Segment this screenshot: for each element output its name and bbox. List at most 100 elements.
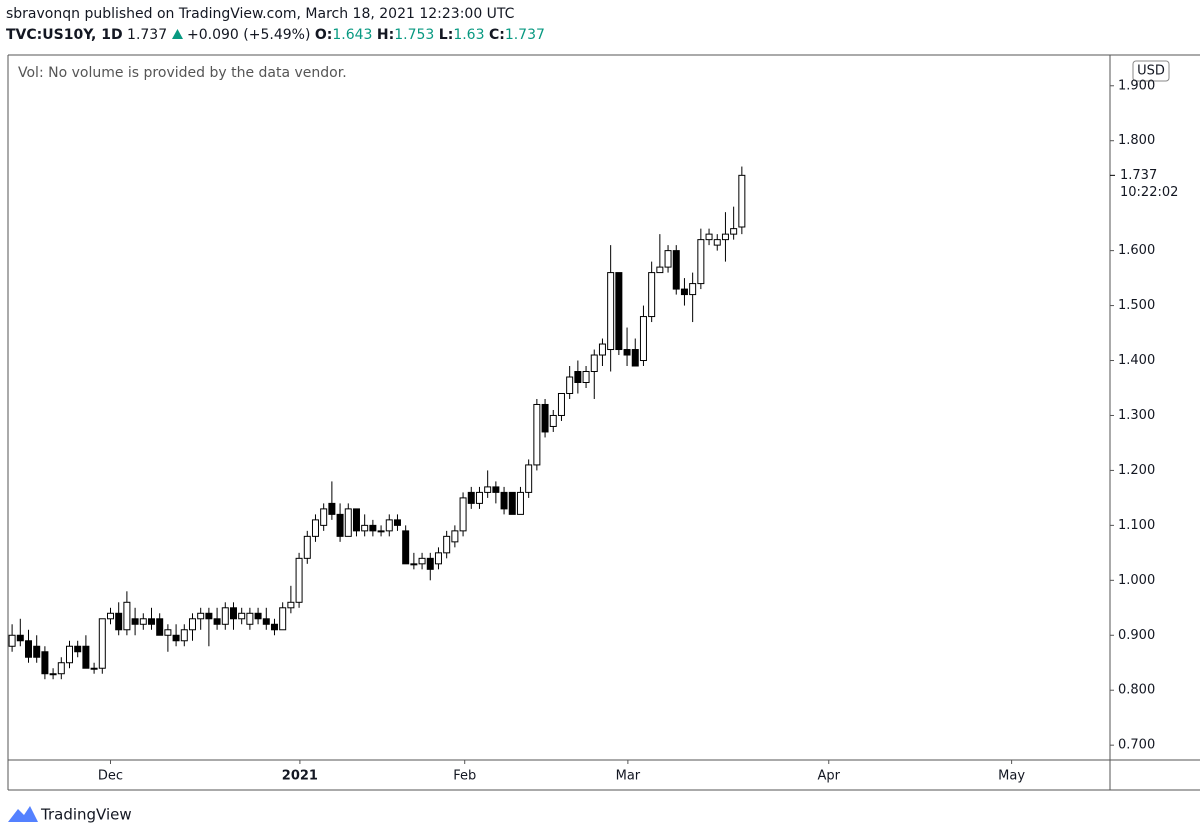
candle-body <box>730 228 738 235</box>
candle-body <box>451 530 459 543</box>
candle-body <box>410 563 418 566</box>
candle-body <box>336 513 344 537</box>
x-tick-label: Dec <box>98 769 123 784</box>
candle-body <box>549 414 557 427</box>
candle-body <box>705 233 713 241</box>
last-price-label: 1.737 <box>1120 168 1157 183</box>
candle-body <box>344 508 352 537</box>
brand: TradingView <box>40 806 132 824</box>
candle-body <box>393 519 401 526</box>
candle-body <box>656 266 664 274</box>
candle-body <box>361 524 369 532</box>
tradingview-logo: TradingView <box>8 806 132 824</box>
candle-body <box>147 618 155 625</box>
candle-body <box>566 376 574 394</box>
candle-body <box>352 508 360 532</box>
high-value: 1.753 <box>394 27 435 43</box>
y-tick-label: 1.600 <box>1118 243 1155 258</box>
currency-box <box>1132 60 1170 82</box>
candle-body <box>139 618 147 625</box>
y-tick-label: 1.200 <box>1118 463 1155 478</box>
x-tick-label: 2021 <box>282 769 318 784</box>
published: sbravonqn published on TradingView.com, … <box>6 6 515 22</box>
x-tick-label: Apr <box>818 769 841 784</box>
candle-body <box>672 250 680 290</box>
candle-body <box>270 623 278 631</box>
candle-body <box>689 283 697 296</box>
l-label: L: <box>438 27 454 43</box>
logo-icon <box>8 806 38 822</box>
candle-body <box>123 601 131 631</box>
candle-body <box>98 618 106 669</box>
candle-body <box>115 612 123 631</box>
candle-body <box>156 618 164 636</box>
candle-body <box>525 464 533 493</box>
candle-body <box>631 349 639 367</box>
x-tick-label: Feb <box>453 769 476 784</box>
y-tick-label: 1.300 <box>1118 408 1155 423</box>
candle-body <box>467 491 475 504</box>
candle-body <box>205 612 213 620</box>
volume-note: Vol: No volume is provided by the data v… <box>18 65 347 81</box>
candle-body <box>65 645 73 664</box>
candle-body <box>311 519 319 537</box>
last-price: 1.737 <box>127 27 168 43</box>
candle-body <box>279 607 287 631</box>
candle-body <box>541 403 549 433</box>
candle-body <box>516 491 524 515</box>
candle-body <box>434 552 442 565</box>
candle-body <box>623 349 631 356</box>
y-tick-label: 0.800 <box>1118 683 1155 698</box>
candle-body <box>680 288 688 296</box>
y-tick-label: 1.100 <box>1118 518 1155 533</box>
y-tick-label: 0.900 <box>1118 628 1155 643</box>
o-label: O: <box>314 27 333 43</box>
candle-body <box>287 601 295 609</box>
candle-body <box>697 239 705 285</box>
candle-body <box>24 640 32 658</box>
candle-body <box>385 519 393 532</box>
open-value: 1.643 <box>332 27 373 43</box>
y-tick-label: 1.400 <box>1118 353 1155 368</box>
candle-body <box>82 645 90 669</box>
close-value: 1.737 <box>504 27 545 43</box>
candle-body <box>533 403 541 466</box>
c-label: C: <box>488 27 505 43</box>
candle-body <box>607 272 615 351</box>
candle-body <box>721 233 729 241</box>
published-line: sbravonqn published on TradingView.com, … <box>6 6 514 22</box>
candle-body <box>590 354 598 373</box>
candle-body <box>328 502 336 515</box>
candle-body <box>180 629 188 642</box>
candle-body <box>508 491 516 515</box>
candle-body <box>459 497 467 532</box>
candle-body <box>49 673 57 676</box>
y-tick-label: 1.900 <box>1118 78 1155 93</box>
candle-body <box>246 612 254 625</box>
candle-body <box>172 634 180 642</box>
y-tick-label: 0.700 <box>1118 738 1155 753</box>
candle-body <box>8 634 16 647</box>
candle-body <box>426 557 434 570</box>
candle-body <box>33 645 41 658</box>
candle-body <box>648 272 656 318</box>
candle-body <box>74 645 82 653</box>
candle-body <box>229 607 237 620</box>
candle-body <box>188 618 196 631</box>
candle-body <box>131 618 139 625</box>
up-arrow <box>171 29 183 39</box>
low-value: 1.63 <box>453 27 485 43</box>
candle-body <box>484 486 492 493</box>
candle-body <box>500 491 508 510</box>
candle-body <box>303 535 311 559</box>
candle-body <box>213 618 221 625</box>
countdown: 10:22:02 <box>1120 185 1178 200</box>
candle-body <box>57 662 65 675</box>
candle-body <box>254 612 262 620</box>
candle-body <box>197 612 205 620</box>
candle-body <box>106 612 114 620</box>
currency: USD <box>1137 64 1165 79</box>
candle-body <box>418 557 426 565</box>
